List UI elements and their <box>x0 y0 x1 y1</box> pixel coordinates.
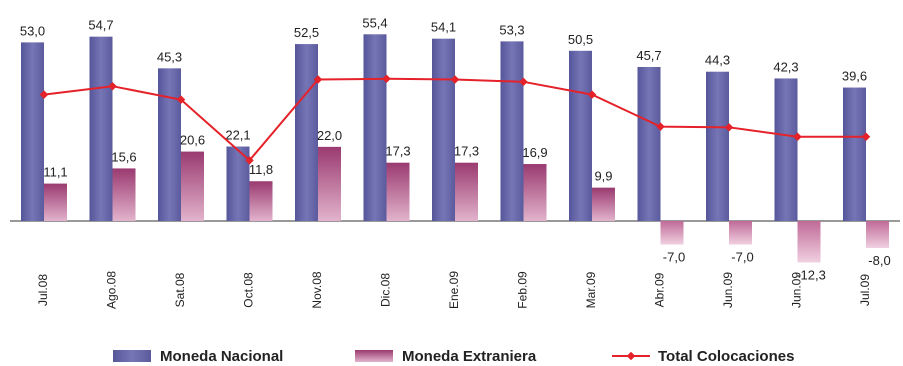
label-extranjera-8: 9,9 <box>594 169 612 184</box>
total-point-2 <box>176 95 186 104</box>
total-point-1 <box>108 81 117 91</box>
legend-label-total: Total Colocaciones <box>658 348 794 365</box>
label-nacional-7: 53,3 <box>499 22 524 37</box>
bar-nacional-8 <box>569 50 592 221</box>
bar-extranjera-11 <box>797 221 821 263</box>
bar-extranjera-8 <box>592 187 615 221</box>
bar-nacional-6 <box>432 38 455 221</box>
x-tick-9: Abr.09 <box>653 272 667 307</box>
legend-label-nacional: Moneda Nacional <box>160 348 283 365</box>
label-nacional-10: 44,3 <box>705 53 730 68</box>
label-nacional-4: 52,5 <box>294 25 319 40</box>
bar-nacional-3 <box>226 146 250 221</box>
bar-nacional-12 <box>843 87 866 221</box>
total-point-5 <box>382 74 391 84</box>
label-extranjera-4: 22,0 <box>317 128 342 143</box>
bar-nacional-2 <box>158 68 181 222</box>
x-tick-labels-layer: Jul.08 Ago.08 Sat.08 Oct.08 Nov.08 Dic.08 Ene.… <box>36 271 872 309</box>
bar-extranjera-10 <box>729 221 752 245</box>
label-nacional-5: 55,4 <box>362 15 387 30</box>
x-tick-11: Jun.09 <box>790 272 804 308</box>
label-extranjera-6: 17,3 <box>454 144 479 159</box>
x-tick-8: Mar.09 <box>584 271 598 308</box>
label-extranjera-7: 16,9 <box>522 145 547 160</box>
label-nacional-11: 42,3 <box>773 59 798 74</box>
label-nacional-6: 54,1 <box>431 20 456 35</box>
bar-nacional-4 <box>295 44 318 222</box>
total-point-4 <box>313 75 323 84</box>
bar-nacional-9 <box>637 66 661 221</box>
label-extranjera-0: 11,1 <box>43 165 67 180</box>
bar-extranjera-5 <box>386 162 410 221</box>
label-nacional-3: 22,1 <box>225 128 250 143</box>
label-extranjera-2: 20,6 <box>180 133 205 148</box>
legend: Moneda Nacional Moneda Extraniera Total … <box>113 348 794 365</box>
bar-extranjera-12 <box>866 221 889 248</box>
x-tick-10: Jun.09 <box>721 272 735 308</box>
bar-nacional-10 <box>706 71 729 221</box>
legend-swatch-nacional <box>113 350 151 362</box>
x-tick-5: Dic.08 <box>379 273 393 307</box>
bar-extranjera-1 <box>112 168 136 221</box>
x-tick-4: Nov.08 <box>310 271 324 308</box>
label-extranjera-3: 11,8 <box>249 162 273 177</box>
legend-label-extranjera: Moneda Extraniera <box>402 348 537 365</box>
legend-marker-total <box>626 351 636 361</box>
total-point-3 <box>245 156 254 165</box>
bar-extranjera-2 <box>181 151 204 221</box>
label-extranjera-5: 17,3 <box>385 144 410 159</box>
x-tick-2: Sat.08 <box>173 272 187 307</box>
x-tick-6: Ene.09 <box>447 271 461 309</box>
label-extranjera-12: -8,0 <box>868 253 890 268</box>
label-extranjera-10: -7,0 <box>731 250 753 265</box>
label-extranjera-11: -12,3 <box>796 267 826 282</box>
x-tick-7: Feb.09 <box>516 271 530 309</box>
x-tick-0: Jul.08 <box>36 274 50 306</box>
x-tick-1: Ago.08 <box>105 271 119 309</box>
bar-extranjera-3 <box>249 181 273 221</box>
total-point-6 <box>450 75 460 84</box>
bar-nacional-0 <box>21 42 44 221</box>
bar-extranjera-6 <box>455 162 478 221</box>
bar-nacional-5 <box>363 34 387 221</box>
label-nacional-1: 54,7 <box>88 18 113 33</box>
label-nacional-12: 39,6 <box>842 69 867 84</box>
bar-extranjera-0 <box>44 183 67 221</box>
label-nacional-8: 50,5 <box>568 32 593 47</box>
label-extranjera-9: -7,0 <box>663 250 685 265</box>
label-extranjera-1: 15,6 <box>111 149 136 164</box>
bars-layer <box>21 34 889 263</box>
bar-nacional-1 <box>89 36 113 222</box>
legend-swatch-extranjera <box>355 350 393 362</box>
label-nacional-2: 45,3 <box>157 49 182 64</box>
bar-extranjera-9 <box>660 221 684 245</box>
bar-nacional-7 <box>500 41 524 222</box>
x-tick-12: Jul.09 <box>858 274 872 306</box>
bar-extranjera-4 <box>318 146 341 221</box>
bar-extranjera-7 <box>523 164 547 221</box>
x-tick-3: Oct.08 <box>242 272 256 308</box>
bar-nacional-11 <box>774 78 798 221</box>
total-point-0 <box>39 90 49 99</box>
data-labels-layer: 53,0 11,1 54,7 15,6 45,3 20,6 22,1 11,8 52,5 22,0… <box>20 15 891 282</box>
label-nacional-9: 45,7 <box>636 48 661 63</box>
label-nacional-0: 53,0 <box>20 23 45 38</box>
